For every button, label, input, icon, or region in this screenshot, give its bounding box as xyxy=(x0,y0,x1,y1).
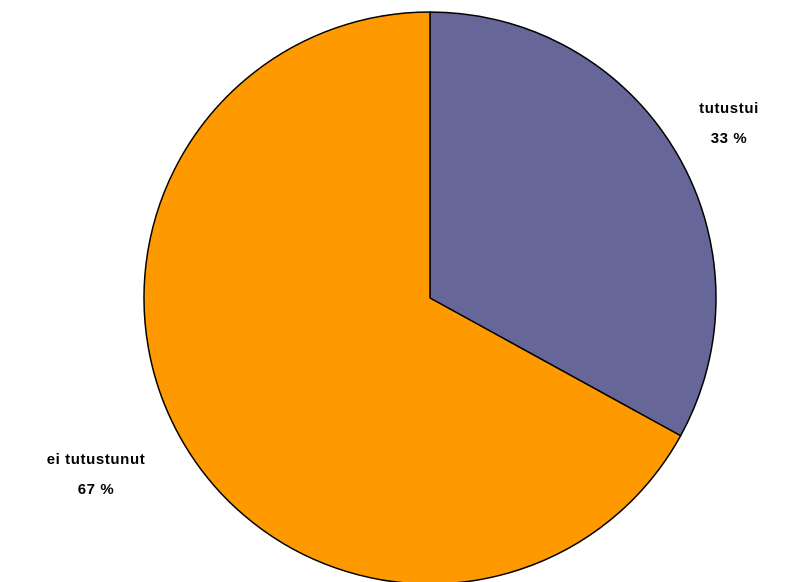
pie-slice-ei-tutustunut xyxy=(143,11,682,582)
pie-slice-tutustui xyxy=(429,11,717,437)
pie-slices xyxy=(143,11,717,582)
slice-label-tutustui: tutustui xyxy=(699,100,759,117)
slice-value-label-tutustui: 33 % xyxy=(711,130,748,147)
pie-labels: tutustui 33 % ei tutustunut 67 % xyxy=(47,100,759,498)
slice-label-ei-tutustunut: ei tutustunut xyxy=(47,451,146,468)
slice-value-label-ei-tutustunut: 67 % xyxy=(78,481,115,498)
